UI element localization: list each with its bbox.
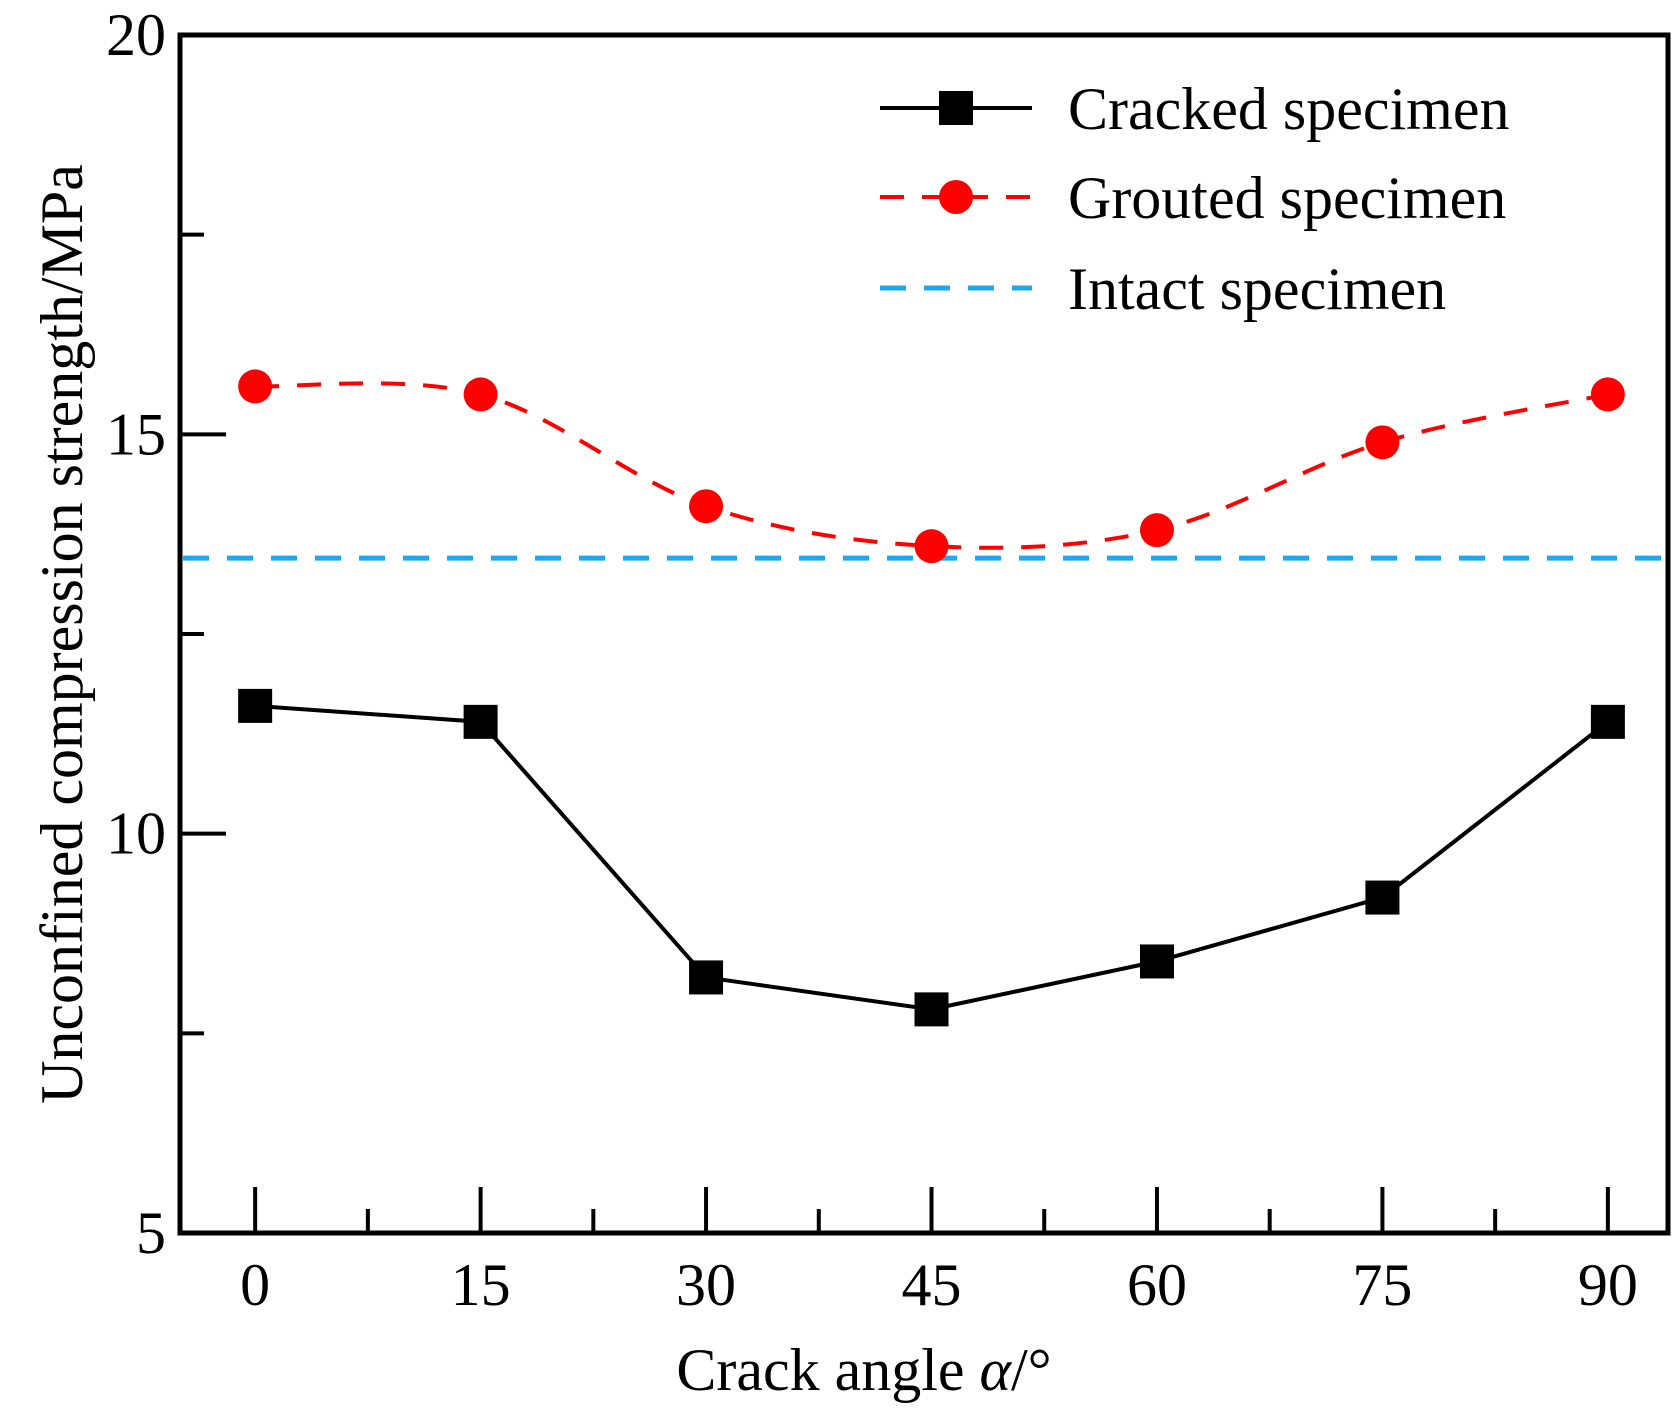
grouted-specimen-point — [914, 529, 949, 564]
x-tick-label: 90 — [1578, 1252, 1638, 1318]
x-tick-label: 30 — [676, 1252, 736, 1318]
y-tick-label: 10 — [106, 801, 166, 867]
legend-label-1: Cracked specimen — [1068, 76, 1509, 142]
grouted-specimen-point — [1139, 513, 1174, 548]
cracked-specimen-point — [1590, 704, 1625, 739]
x-tick-label: 60 — [1127, 1252, 1187, 1318]
plot-frame — [177, 32, 1671, 1236]
y-tick-label: 15 — [106, 401, 166, 467]
x-tick-label: 15 — [451, 1252, 511, 1318]
grouted-specimen-point — [463, 377, 498, 412]
y-tick-label: 5 — [136, 1200, 166, 1266]
x-axis-title-unit: /° — [1011, 1337, 1052, 1403]
legend-label-3: Intact specimen — [1068, 256, 1446, 322]
x-tick-label: 75 — [1352, 1252, 1412, 1318]
cracked-specimen-line — [255, 703, 1610, 1012]
x-axis-title-text: Crack angle — [676, 1337, 979, 1403]
cracked-specimen-point — [463, 704, 498, 739]
cracked-specimen-point — [1139, 944, 1174, 979]
cracked-specimen-point — [1365, 880, 1400, 915]
grouted-specimen-point — [1590, 377, 1625, 412]
tick-labels: 0 15 30 45 60 75 90 5 10 15 20 — [106, 2, 1638, 1318]
x-axis-title-symbol: α — [980, 1337, 1013, 1403]
cracked-specimen-point — [238, 688, 273, 723]
x-axis-title: Crack angle α/° — [676, 1337, 1051, 1403]
cracked-specimen-point — [914, 992, 949, 1027]
legend-circle-marker — [939, 180, 973, 214]
plot-series — [183, 369, 1665, 1027]
legend-square-marker — [939, 91, 973, 125]
legend-label-2: Grouted specimen — [1068, 165, 1506, 231]
x-tick-label: 45 — [902, 1252, 962, 1318]
x-tick-label: 0 — [240, 1252, 270, 1318]
grouted-specimen-point — [689, 489, 724, 524]
grouted-specimen-point — [1365, 425, 1400, 460]
cracked-specimen-point — [689, 960, 724, 995]
grouted-specimen-point — [238, 369, 273, 404]
y-axis-title: Unconfined compression strength/MPa — [29, 164, 95, 1104]
y-tick-label: 20 — [106, 2, 166, 68]
grouted-specimen-line — [255, 381, 1609, 550]
legend: Cracked specimen Grouted specimen Intact s… — [880, 76, 1509, 322]
